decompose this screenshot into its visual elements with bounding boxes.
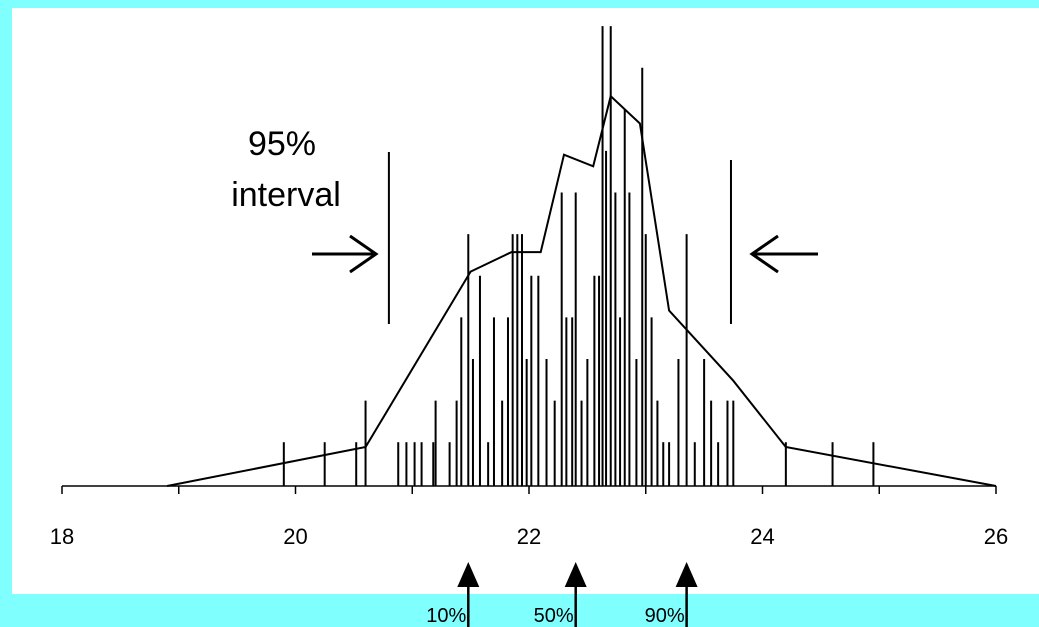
x-tick-label: 20 [283,524,307,549]
percentile-arrowhead [564,562,587,587]
percentile-arrowhead [675,562,698,587]
x-tick-label: 24 [750,524,774,549]
sample-ticks [282,26,875,486]
percentile-label: 50% [534,605,574,627]
interval-label-line1: 95% [248,125,316,163]
arrow-head [349,234,379,274]
interval-left-arrow [312,234,379,274]
x-axis-labels: 18 20 22 24 26 [50,524,1008,549]
frequency-polygon [166,94,997,487]
frame-left-bar [0,0,12,627]
arrow-head [749,234,779,274]
percentile-arrowhead [457,562,480,587]
frame-bottom-bar [0,594,1039,627]
x-axis-ticks [61,486,997,494]
interval-right-arrow [749,234,818,274]
x-tick-label: 18 [50,524,74,549]
interval-label-line2: interval [231,176,341,214]
frame-top-bar [0,0,1039,8]
x-tick-label: 22 [517,524,541,549]
percentile-markers: 10% 50% 90% [426,562,698,627]
x-tick-label: 26 [984,524,1008,549]
percentile-label: 10% [426,605,466,627]
percentile-label: 90% [645,605,685,627]
